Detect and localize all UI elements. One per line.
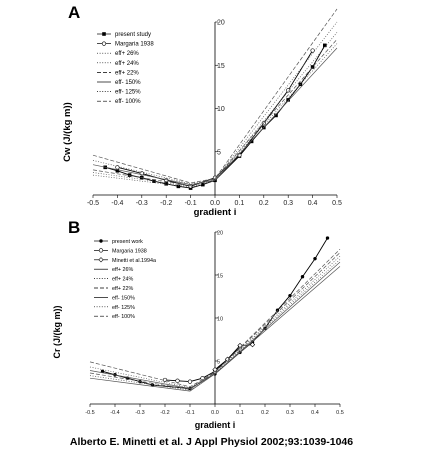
y-tick-label: 10 [217,317,223,323]
x-tick-label: 0.3 [286,410,294,416]
data-point [323,43,327,48]
data-point [325,236,330,240]
series-line [92,43,338,185]
series-line [92,39,338,184]
data-point [313,256,317,261]
legend-label: eff- 125% [112,305,135,311]
x-axis-label: gradient i [195,420,236,430]
y-tick-label: 20 [217,20,225,27]
data-point [286,98,290,102]
x-tick-label: -0.1 [185,200,197,207]
legend-marker [101,41,107,46]
legend-marker [98,257,104,263]
legend-label: Margaria 1938 [115,42,154,48]
data-point [237,342,243,349]
x-tick-label: 0.5 [336,410,344,416]
data-point [152,179,156,183]
series-line [105,45,326,189]
y-axis-label: Cr (J/(kg m)) [52,305,62,358]
legend-label: eff+ 26% [115,51,139,57]
data-point [300,275,305,279]
y-tick-label: 10 [217,106,225,113]
x-tick-label: -0.1 [185,410,194,416]
legend-label: eff- 125% [115,90,141,96]
y-tick-label: 15 [217,63,225,70]
panel-letter: A [68,3,80,22]
legend-label: Minetti et al.1994a [112,258,156,264]
legend-label: eff+ 22% [115,70,139,76]
legend-marker [99,239,103,243]
data-point [187,379,193,384]
x-tick-label: -0.5 [87,200,99,207]
legend-label: eff+ 22% [112,286,134,292]
series-line [92,8,338,186]
series-line [214,344,253,370]
x-tick-label: -0.2 [160,410,169,416]
x-tick-label: -0.5 [85,410,94,416]
chart-panel-a: A Cw (J/(kg m)) gradient i -0.5 -0.4 -0.3 -… [62,3,342,218]
data-point [310,48,315,53]
x-tick-label: 0.0 [211,410,219,416]
x-tick-label: 0.2 [261,410,269,416]
legend-label: present study [115,32,151,38]
legend-label: eff+ 24% [112,277,134,283]
series-line [92,47,338,185]
x-tick-label: -0.2 [160,200,172,207]
legend-label: Margaria 1938 [112,248,147,254]
y-tick-label: 15 [217,274,223,280]
legend-label: eff- 150% [112,295,135,301]
data-point [200,376,205,381]
chart-panel-b: B Cr (J/(kg m)) gradient i -0.5 -0.4 -0.3 -… [52,218,344,430]
x-tick-label: 0.4 [311,410,319,416]
x-tick-label: -0.4 [110,410,119,416]
data-point [274,113,278,118]
citation: Alberto E. Minetti et al. J Appl Physiol… [69,436,354,448]
x-tick-label: 0.2 [259,200,269,207]
data-point [175,378,180,383]
y-axis-label: Cw (J/(kg m)) [62,102,73,162]
data-point [100,369,105,374]
legend-label: present work [112,239,143,245]
x-tick-label: 0.0 [210,200,220,207]
x-tick-label: -0.4 [111,200,123,207]
data-point [310,65,315,69]
legend-marker [98,248,104,253]
data-point [127,173,132,177]
x-tick-label: 0.4 [308,200,318,207]
data-point [201,182,205,187]
data-point [288,293,292,298]
x-tick-label: 0.3 [283,200,293,207]
legend-marker [102,32,106,36]
data-point [286,88,291,93]
x-axis-label: gradient i [194,207,237,218]
y-tick-label: 5 [217,360,220,366]
legend-label: eff+ 26% [112,267,134,273]
y-tick-label: 5 [217,149,221,156]
legend-label: eff- 150% [115,80,141,86]
panel-letter: B [68,218,80,237]
x-tick-label: 0.1 [236,410,244,416]
series-line [89,266,341,389]
legend-label: eff- 100% [112,314,135,320]
data-point [249,139,254,144]
data-point [115,168,120,173]
y-tick-label: 20 [217,231,223,237]
data-point [164,181,168,186]
series-line [89,261,341,392]
series-line [89,252,341,388]
x-tick-label: 0.1 [235,200,245,207]
data-point [176,184,181,189]
data-point [249,342,256,348]
x-tick-label: 0.5 [332,200,342,207]
legend-label: eff- 100% [115,99,141,105]
x-tick-label: -0.3 [135,410,144,416]
legend-label: eff+ 24% [115,61,139,67]
x-tick-label: -0.3 [136,200,148,207]
